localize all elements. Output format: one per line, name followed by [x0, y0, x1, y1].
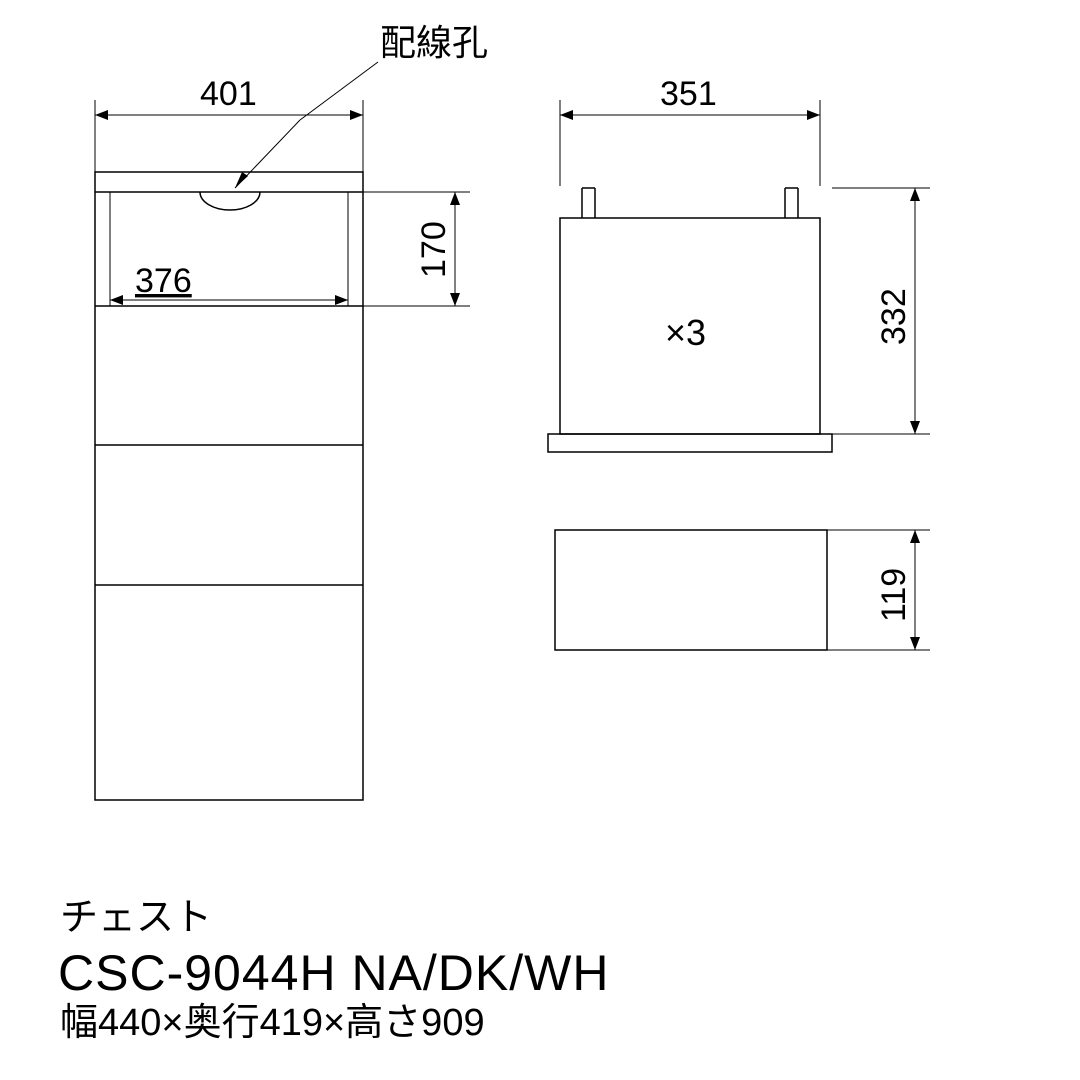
dim-label-332: 332: [875, 288, 913, 345]
title-block: チェスト CSC-9044H NA/DK/WH 幅440×奥行419×高さ909: [58, 897, 609, 1044]
callout-label: 配線孔: [380, 22, 488, 63]
dim-label-170: 170: [415, 221, 453, 278]
side-drawer: ×3: [548, 188, 832, 452]
product-type: チェスト: [60, 897, 212, 939]
side-base: [555, 530, 827, 650]
dim-label-119: 119: [875, 568, 913, 622]
dim-119: 119: [827, 530, 930, 650]
dim-front-top: 401: [95, 75, 363, 172]
dim-label-376: 376: [135, 262, 192, 300]
dim-label-401: 401: [200, 75, 257, 113]
callout-cable-hole: 配線孔: [235, 22, 488, 188]
dim-front-inner: 376: [110, 262, 348, 305]
qty-label: ×3: [665, 312, 706, 353]
product-model: CSC-9044H NA/DK/WH: [58, 945, 609, 1001]
dim-opening-170: 170: [363, 192, 470, 306]
dim-332: 332: [832, 188, 930, 434]
drawing-canvas: 401 376 170 配線孔 ×3: [0, 0, 1080, 1080]
dim-label-351: 351: [660, 75, 717, 113]
dim-side-top: 351: [560, 75, 820, 186]
product-dims: 幅440×奥行419×高さ909: [60, 1002, 485, 1044]
